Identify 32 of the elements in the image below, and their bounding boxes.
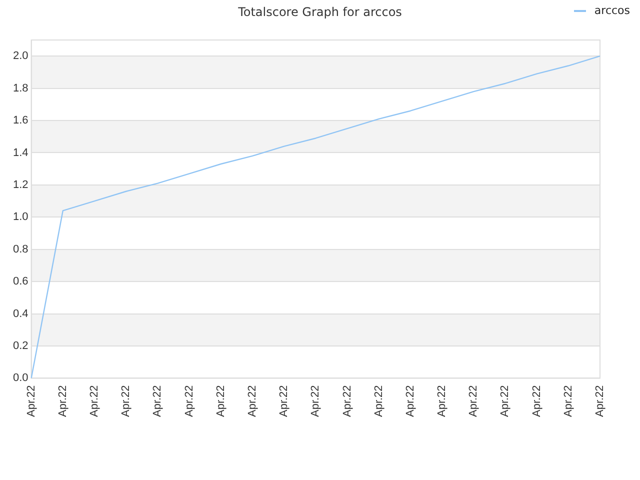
x-tick-label: Apr.22 <box>88 385 101 418</box>
y-tick-label: 1.0 <box>12 211 28 224</box>
y-tick-label: 1.6 <box>12 114 28 127</box>
x-tick-label: Apr.22 <box>214 385 227 418</box>
x-tick-label: Apr.22 <box>562 385 574 418</box>
y-tick-label: 1.8 <box>12 82 28 94</box>
x-tick-label: Apr.22 <box>120 385 132 418</box>
x-tick-label: Apr.22 <box>25 385 38 418</box>
x-tick-label: Apr.22 <box>56 385 69 418</box>
x-tick-label: Apr.22 <box>594 385 606 418</box>
legend-label: arccos <box>594 4 630 17</box>
x-tick-label: Apr.22 <box>372 385 385 418</box>
x-tick-label: Apr.22 <box>499 385 512 418</box>
chart-title: Totalscore Graph for arccos <box>238 5 402 19</box>
y-tick-label: 1.4 <box>12 146 28 159</box>
y-tick-label: 2.0 <box>12 50 28 62</box>
y-tick-label: 0.4 <box>12 308 28 320</box>
x-tick-label: Apr.22 <box>530 385 543 418</box>
x-tick-label: Apr.22 <box>152 385 164 418</box>
x-tick-label: Apr.22 <box>436 385 448 418</box>
y-tick-label: 0.6 <box>12 276 28 288</box>
y-tick-label: 0.8 <box>12 243 28 256</box>
y-tick-label: 1.2 <box>12 178 28 191</box>
x-tick-label: Apr.22 <box>183 385 196 418</box>
x-tick-label: Apr.22 <box>404 385 416 418</box>
y-tick-label: 0.2 <box>12 340 28 352</box>
x-tick-label: Apr.22 <box>341 385 354 418</box>
x-tick-label: Apr.22 <box>310 385 322 418</box>
x-tick-label: Apr.22 <box>246 385 258 418</box>
x-tick-label: Apr.22 <box>278 385 290 418</box>
y-tick-label: 0.0 <box>12 372 28 384</box>
x-tick-label: Apr.22 <box>468 385 480 418</box>
